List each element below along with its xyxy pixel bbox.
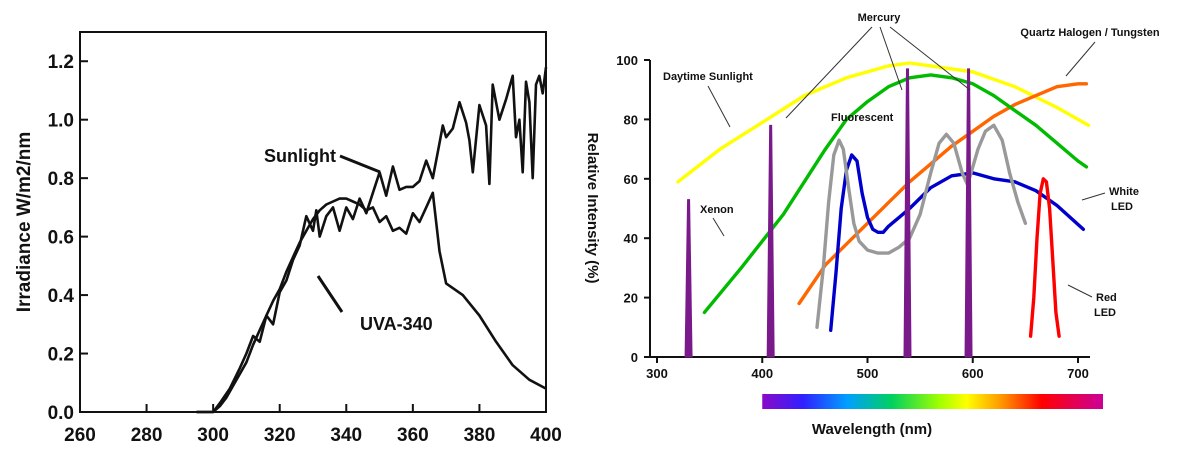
left-y-tick-label: 0.2: [48, 345, 74, 366]
left-axis-ticks: 260 280 300 320 340 360 380 400 0.0 0.2 0.4 0.6 0.8 1…: [48, 52, 562, 446]
left-irradiance-chart: 260 280 300 320 340 360 380 400 0.0 0.2 0.4 0.6 0.8 1…: [14, 31, 562, 446]
right-y-tick-label: 20: [624, 291, 638, 306]
left-y-tick-label: 0.6: [48, 228, 74, 249]
series-uva-340: [196, 191, 547, 414]
series-mercury-broad: [702, 73, 1089, 315]
annotation-sunlight: Sunlight: [264, 146, 336, 166]
series-sunlight: [196, 66, 548, 414]
quartz-pointer: [1065, 41, 1096, 77]
mercury-pointer-2: [879, 26, 903, 91]
left-x-tick-label: 320: [264, 425, 296, 446]
right-x-tick-label: 600: [962, 366, 984, 381]
left-y-tick-label: 0.8: [48, 169, 74, 190]
left-x-tick-label: 280: [131, 425, 163, 446]
right-series-group: [676, 61, 1091, 338]
mercury-pointer-3: [889, 26, 971, 91]
left-x-tick-label: 360: [397, 425, 429, 446]
series-daytime-sunlight: [676, 61, 1091, 184]
annotation-xenon: Xenon: [700, 204, 734, 216]
left-y-tick-label: 1.2: [48, 52, 74, 73]
peak-mercury: [903, 68, 912, 358]
annotation-red-led-line2: LED: [1094, 307, 1116, 319]
right-axis-ticks: 300 400 500 600 700 0 20 40 60 80 100: [616, 53, 1089, 381]
left-x-tick-label: 300: [197, 425, 229, 446]
peak-mercury: [964, 68, 973, 358]
red-led-pointer: [1067, 284, 1093, 298]
right-y-tick-label: 80: [624, 112, 638, 127]
annotation-white-led-line1: White: [1109, 186, 1139, 198]
right-x-tick-label: 500: [857, 366, 879, 381]
left-y-tick-label: 0.0: [48, 403, 74, 424]
left-x-tick-label: 400: [530, 425, 562, 446]
sunlight-pointer: [707, 85, 731, 128]
visible-spectrum-bar: [762, 394, 1103, 409]
annotation-sunlight-pointer: [339, 154, 381, 174]
left-plot-frame: [79, 31, 547, 413]
peak-xenon: [684, 199, 693, 358]
left-series-group: [196, 66, 548, 414]
xenon-pointer: [712, 217, 725, 237]
series-red-led: [1028, 177, 1061, 338]
left-x-tick-label: 340: [330, 425, 362, 446]
right-y-axis-label: Relative Intensity (%): [584, 133, 601, 284]
series-quartz-halogen-tungsten: [797, 82, 1089, 306]
left-x-tick-label: 260: [64, 425, 96, 446]
mercury-pointer-1: [785, 26, 873, 119]
right-x-tick-label: 700: [1067, 366, 1089, 381]
annotation-red-led-line1: Red: [1096, 292, 1117, 304]
left-y-tick-label: 0.4: [48, 286, 75, 307]
right-x-tick-label: 400: [751, 366, 773, 381]
left-y-tick-label: 1.0: [48, 111, 74, 132]
right-y-tick-label: 60: [624, 172, 638, 187]
right-x-tick-label: 300: [646, 366, 668, 381]
annotation-mercury: Mercury: [858, 12, 902, 24]
annotation-fluorescent: Fluorescent: [831, 112, 894, 124]
right-y-tick-label: 40: [624, 231, 638, 246]
annotation-uva340-pointer: [316, 275, 344, 313]
right-y-tick-label: 100: [616, 53, 638, 68]
white-led-pointer: [1081, 192, 1106, 201]
series-white-led: [829, 153, 1086, 332]
annotation-quartz-halogen: Quartz Halogen / Tungsten: [1020, 27, 1159, 39]
annotation-uva340: UVA-340: [360, 314, 433, 334]
right-x-axis-label: Wavelength (nm): [812, 421, 932, 438]
left-x-tick-label: 380: [464, 425, 496, 446]
annotation-daytime-sunlight: Daytime Sunlight: [663, 71, 753, 83]
right-peaks-group: [684, 68, 973, 358]
left-y-axis-label: Irradiance W/m2/nm: [14, 132, 35, 313]
right-spectral-chart: 300 400 500 600 700 0 20 40 60 80 100 Wavelength (…: [584, 12, 1160, 438]
right-y-tick-label: 0: [631, 350, 638, 365]
peak-mercury: [766, 124, 775, 358]
series-fluorescent: [815, 123, 1028, 329]
annotation-white-led-line2: LED: [1111, 201, 1133, 213]
